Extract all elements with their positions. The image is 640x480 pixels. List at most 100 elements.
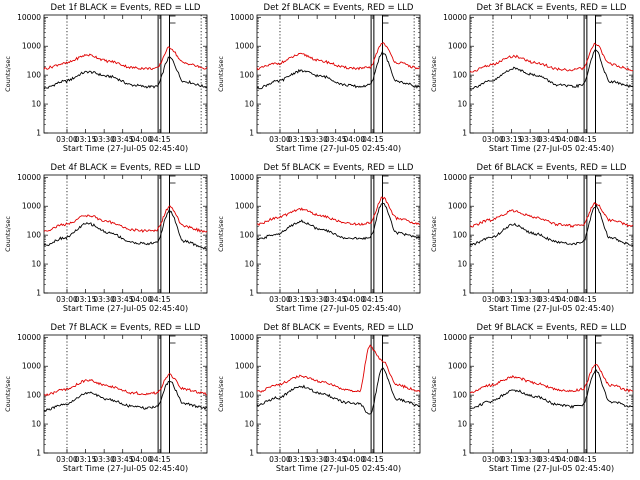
y-tick-label: 10 <box>457 260 467 269</box>
y-tick-label: 1000 <box>22 362 41 371</box>
y-tick-label: 1 <box>36 289 41 298</box>
events-series-line <box>469 48 634 90</box>
y-tick-label: 1000 <box>235 362 254 371</box>
panel-title: Det 8f BLACK = Events, RED = LLD <box>264 323 414 333</box>
panel-chart: Det 2f BLACK = Events, RED = LLD 1 10 100 10… <box>217 3 421 153</box>
interval-marker <box>382 175 389 184</box>
x-tick-label: 04:15 <box>575 455 597 464</box>
interval-marker <box>169 175 176 184</box>
x-tick-label: 03:00 <box>56 455 78 464</box>
y-tick-label: 100 <box>453 391 468 400</box>
y-tick-label: 1 <box>249 449 254 458</box>
y-tick-label: 1000 <box>448 202 467 211</box>
y-tick-label: 1 <box>462 289 467 298</box>
x-tick-label: 03:00 <box>482 295 504 304</box>
x-tick-label: 03:15 <box>75 135 97 144</box>
x-tick-label: 04:00 <box>556 135 578 144</box>
x-tick-label: 03:15 <box>75 455 97 464</box>
x-axis-label: Start Time (27-Jul-05 02:45:40) <box>489 304 614 313</box>
y-tick-label: 10000 <box>230 173 254 182</box>
detector-panel: Det 4f BLACK = Events, RED = LLD 1 10 100 10… <box>0 160 213 320</box>
x-tick-label: 03:00 <box>269 135 291 144</box>
x-tick-label: 03:45 <box>538 455 560 464</box>
panel-chart: Det 4f BLACK = Events, RED = LLD 1 10 100 10… <box>4 163 208 313</box>
lld-series-line <box>256 42 421 71</box>
interval-marker <box>595 15 602 24</box>
panel-title: Det 1f BLACK = Events, RED = LLD <box>51 3 201 13</box>
panel-chart: Det 7f BLACK = Events, RED = LLD 1 10 100 10… <box>4 323 208 473</box>
y-tick-label: 10 <box>244 420 254 429</box>
y-axis-label: Counts/sec <box>217 216 225 252</box>
y-tick-label: 100 <box>27 391 42 400</box>
y-tick-label: 100 <box>27 71 42 80</box>
lld-series-line <box>469 42 634 73</box>
y-tick-label: 100 <box>240 391 255 400</box>
lld-series-line <box>257 196 421 227</box>
events-series-line <box>43 381 208 412</box>
x-tick-label: 03:15 <box>501 135 523 144</box>
y-tick-label: 10 <box>457 100 467 109</box>
y-tick-label: 10000 <box>17 333 41 342</box>
detector-panel: Det 3f BLACK = Events, RED = LLD 1 10 100 10… <box>426 0 639 160</box>
x-tick-label: 04:00 <box>130 455 152 464</box>
interval-marker <box>169 335 176 344</box>
x-tick-label: 04:00 <box>343 295 365 304</box>
y-tick-label: 10000 <box>230 13 254 22</box>
panel-title: Det 5f BLACK = Events, RED = LLD <box>264 163 414 173</box>
x-tick-label: 03:15 <box>288 135 310 144</box>
detector-panel: Det 8f BLACK = Events, RED = LLD 1 10 100 10… <box>213 320 426 480</box>
y-tick-label: 1000 <box>22 202 41 211</box>
x-tick-label: 03:45 <box>538 135 560 144</box>
x-tick-label: 04:00 <box>556 295 578 304</box>
y-tick-label: 1 <box>462 449 467 458</box>
x-tick-label: 03:45 <box>112 455 134 464</box>
panel-title: Det 9f BLACK = Events, RED = LLD <box>477 323 627 333</box>
panel-title: Det 3f BLACK = Events, RED = LLD <box>477 3 627 13</box>
panel-chart: Det 1f BLACK = Events, RED = LLD 1 10 100 10… <box>4 3 208 153</box>
y-tick-label: 1 <box>249 129 254 138</box>
x-tick-label: 04:15 <box>149 295 171 304</box>
x-tick-label: 03:15 <box>501 295 523 304</box>
x-tick-label: 04:15 <box>362 455 384 464</box>
y-tick-label: 10000 <box>443 13 467 22</box>
x-tick-label: 03:45 <box>325 295 347 304</box>
panel-title: Det 2f BLACK = Events, RED = LLD <box>264 3 414 13</box>
y-axis-label: Counts/sec <box>217 56 225 92</box>
lld-series-line <box>469 201 634 228</box>
y-axis-label: Counts/sec <box>430 376 438 412</box>
x-tick-label: 03:00 <box>56 295 78 304</box>
plot-frame <box>256 334 421 454</box>
y-tick-label: 1000 <box>235 202 254 211</box>
x-tick-label: 03:30 <box>306 135 328 144</box>
panel-chart: Det 3f BLACK = Events, RED = LLD 1 10 100 10… <box>430 3 634 153</box>
y-axis-label: Counts/sec <box>4 376 12 412</box>
panel-chart: Det 9f BLACK = Events, RED = LLD 1 10 100 10… <box>430 323 634 473</box>
y-tick-label: 10000 <box>443 173 467 182</box>
y-tick-label: 10 <box>244 100 254 109</box>
x-tick-label: 04:15 <box>362 295 384 304</box>
events-series-line <box>43 208 208 250</box>
y-tick-label: 10000 <box>17 13 41 22</box>
x-tick-label: 03:15 <box>501 455 523 464</box>
y-axis-label: Counts/sec <box>4 56 12 92</box>
x-tick-label: 04:15 <box>149 455 171 464</box>
y-axis-label: Counts/sec <box>430 56 438 92</box>
panel-chart: Det 5f BLACK = Events, RED = LLD 1 10 100 10… <box>217 163 421 313</box>
plot-frame <box>43 14 208 134</box>
y-tick-label: 10 <box>31 260 41 269</box>
events-series-line <box>256 202 421 241</box>
plot-frame <box>469 14 634 134</box>
y-tick-label: 10000 <box>17 173 41 182</box>
plot-frame <box>256 174 421 294</box>
x-tick-label: 04:15 <box>575 295 597 304</box>
interval-marker <box>595 335 602 344</box>
y-tick-label: 1 <box>249 289 254 298</box>
interval-marker <box>382 335 389 344</box>
y-tick-label: 100 <box>240 71 255 80</box>
panel-chart: Det 8f BLACK = Events, RED = LLD 1 10 100 10… <box>217 323 421 473</box>
y-tick-label: 10 <box>244 260 254 269</box>
plot-frame <box>43 174 208 294</box>
x-tick-label: 03:30 <box>306 295 328 304</box>
plot-frame <box>469 334 634 454</box>
x-axis-label: Start Time (27-Jul-05 02:45:40) <box>489 144 614 153</box>
